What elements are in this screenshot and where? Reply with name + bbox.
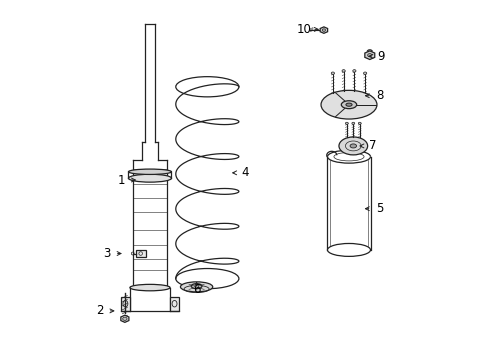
Text: 1: 1	[118, 174, 125, 186]
Ellipse shape	[321, 90, 377, 119]
Polygon shape	[121, 315, 129, 322]
Ellipse shape	[180, 282, 213, 292]
Ellipse shape	[352, 122, 355, 125]
Ellipse shape	[331, 72, 335, 75]
Ellipse shape	[342, 101, 357, 109]
Ellipse shape	[358, 122, 361, 125]
Text: 4: 4	[241, 166, 249, 179]
Ellipse shape	[128, 174, 171, 182]
Ellipse shape	[353, 69, 356, 72]
Polygon shape	[365, 51, 375, 59]
Text: 10: 10	[297, 23, 312, 36]
Text: 8: 8	[376, 89, 383, 102]
Text: 9: 9	[377, 50, 385, 63]
Ellipse shape	[122, 317, 127, 320]
Ellipse shape	[368, 54, 372, 57]
Ellipse shape	[350, 144, 357, 148]
Ellipse shape	[130, 284, 170, 291]
Polygon shape	[170, 297, 179, 311]
Text: 6: 6	[193, 283, 200, 296]
Text: 2: 2	[96, 305, 103, 318]
Polygon shape	[320, 27, 328, 33]
Polygon shape	[121, 297, 130, 311]
Ellipse shape	[191, 284, 202, 289]
Ellipse shape	[342, 69, 345, 72]
Text: 7: 7	[368, 139, 376, 152]
Text: 3: 3	[103, 247, 111, 260]
Ellipse shape	[345, 122, 348, 125]
Ellipse shape	[128, 169, 171, 175]
Text: 5: 5	[376, 202, 383, 215]
Ellipse shape	[327, 243, 370, 256]
Ellipse shape	[364, 72, 367, 75]
Ellipse shape	[322, 29, 325, 31]
Ellipse shape	[346, 103, 352, 106]
Polygon shape	[136, 249, 146, 257]
Ellipse shape	[339, 137, 368, 155]
